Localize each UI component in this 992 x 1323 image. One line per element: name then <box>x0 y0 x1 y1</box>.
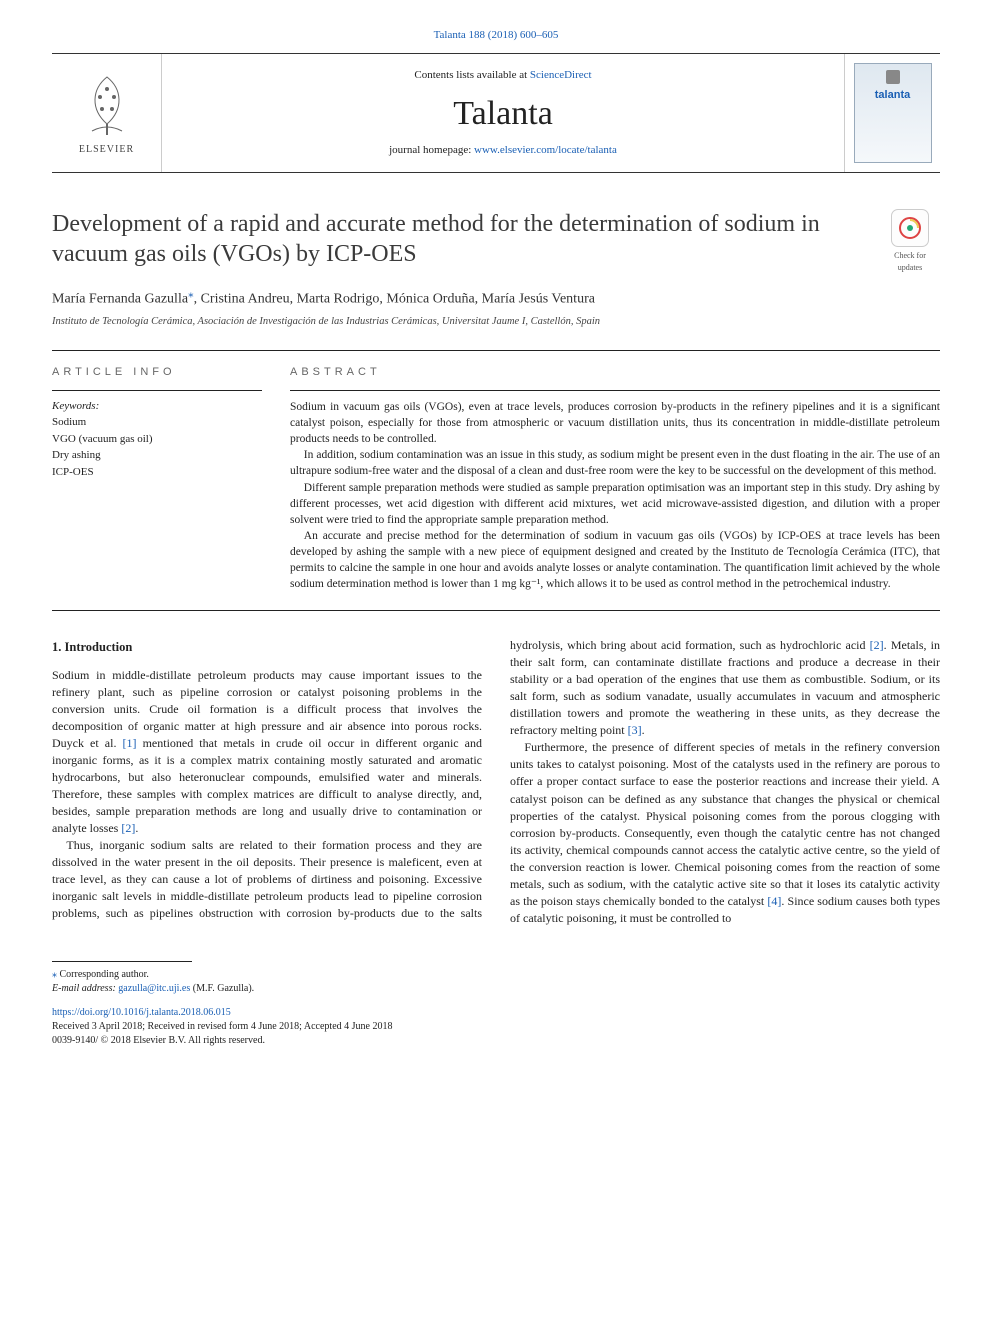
doi-link[interactable]: https://doi.org/10.1016/j.talanta.2018.0… <box>52 1007 231 1018</box>
body-text: 1. Introduction Sodium in middle-distill… <box>52 637 940 927</box>
running-head-link[interactable]: Talanta 188 (2018) 600–605 <box>434 29 559 41</box>
meta-abstract-block: ARTICLE INFO Keywords: SodiumVGO (vacuum… <box>52 350 940 612</box>
publisher-block: ELSEVIER <box>52 54 162 172</box>
keyword-item: Dry ashing <box>52 447 262 464</box>
check-updates-l2: updates <box>898 262 922 273</box>
corr-label: Corresponding author. <box>60 969 149 980</box>
journal-cover-logo-icon <box>886 70 900 84</box>
body-para: Sodium in middle-distillate petroleum pr… <box>52 667 482 837</box>
corr-email-link[interactable]: gazulla@itc.uji.es <box>118 983 190 994</box>
corr-mark-icon: ⁎ <box>52 969 57 980</box>
citation-ref-4[interactable]: [4] <box>767 894 781 908</box>
journal-cover: talanta <box>854 63 932 163</box>
journal-cover-block: talanta <box>844 54 940 172</box>
homepage-line: journal homepage: www.elsevier.com/locat… <box>389 143 617 158</box>
homepage-prefix: journal homepage: <box>389 144 474 156</box>
footnote-rule <box>52 961 192 962</box>
check-updates-l1: Check for <box>894 250 926 261</box>
email-person: (M.F. Gazulla). <box>190 983 254 994</box>
masthead: ELSEVIER Contents lists available at Sci… <box>52 53 940 173</box>
footnotes: ⁎ Corresponding author. E-mail address: … <box>52 968 940 996</box>
received-line: Received 3 April 2018; Received in revis… <box>52 1020 940 1034</box>
masthead-center: Contents lists available at ScienceDirec… <box>162 54 844 172</box>
check-updates-badge-icon <box>891 209 929 247</box>
article-info-head: ARTICLE INFO <box>52 365 262 380</box>
sciencedirect-link[interactable]: ScienceDirect <box>530 69 592 81</box>
keywords-list: SodiumVGO (vacuum gas oil)Dry ashingICP-… <box>52 414 262 480</box>
abstract-para: Different sample preparation methods wer… <box>290 480 940 528</box>
abstract-para: Sodium in vacuum gas oils (VGOs), even a… <box>290 399 940 447</box>
doi-line: https://doi.org/10.1016/j.talanta.2018.0… <box>52 1006 940 1020</box>
contents-available-line: Contents lists available at ScienceDirec… <box>414 68 591 83</box>
keyword-item: ICP-OES <box>52 464 262 481</box>
keyword-item: Sodium <box>52 414 262 431</box>
author-list: María Fernanda Gazulla⁎, Cristina Andreu… <box>52 287 940 309</box>
homepage-link[interactable]: www.elsevier.com/locate/talanta <box>474 144 617 156</box>
elsevier-tree-icon <box>72 69 142 139</box>
corresponding-author-note: ⁎ Corresponding author. <box>52 968 940 982</box>
article-title: Development of a rapid and accurate meth… <box>52 209 864 269</box>
citation-ref-2[interactable]: [2] <box>870 638 884 652</box>
abstract-para: In addition, sodium contamination was an… <box>290 447 940 479</box>
article-info-col: ARTICLE INFO Keywords: SodiumVGO (vacuum… <box>52 365 262 593</box>
email-label: E-mail address: <box>52 983 118 994</box>
abstract-col: ABSTRACT Sodium in vacuum gas oils (VGOs… <box>290 365 940 593</box>
abstract-text: Sodium in vacuum gas oils (VGOs), even a… <box>290 399 940 592</box>
citation-ref-2[interactable]: [2] <box>121 821 135 835</box>
abstract-head: ABSTRACT <box>290 365 940 380</box>
abstract-para: An accurate and precise method for the d… <box>290 528 940 592</box>
body-para: Furthermore, the presence of different s… <box>510 739 940 926</box>
copyright-line: 0039-9140/ © 2018 Elsevier B.V. All righ… <box>52 1034 940 1048</box>
keywords-label: Keywords: <box>52 399 262 414</box>
section-heading-intro: 1. Introduction <box>52 639 482 657</box>
contents-prefix: Contents lists available at <box>414 69 529 81</box>
journal-name: Talanta <box>453 90 553 138</box>
keyword-item: VGO (vacuum gas oil) <box>52 431 262 448</box>
journal-cover-title: talanta <box>875 88 910 103</box>
check-for-updates[interactable]: Check for updates <box>880 209 940 272</box>
affiliation: Instituto de Tecnología Cerámica, Asocia… <box>52 315 940 330</box>
citation-ref-1[interactable]: [1] <box>123 736 137 750</box>
publisher-name: ELSEVIER <box>79 143 134 157</box>
email-line: E-mail address: gazulla@itc.uji.es (M.F.… <box>52 982 940 996</box>
running-head: Talanta 188 (2018) 600–605 <box>52 28 940 43</box>
citation-ref-3[interactable]: [3] <box>628 723 642 737</box>
